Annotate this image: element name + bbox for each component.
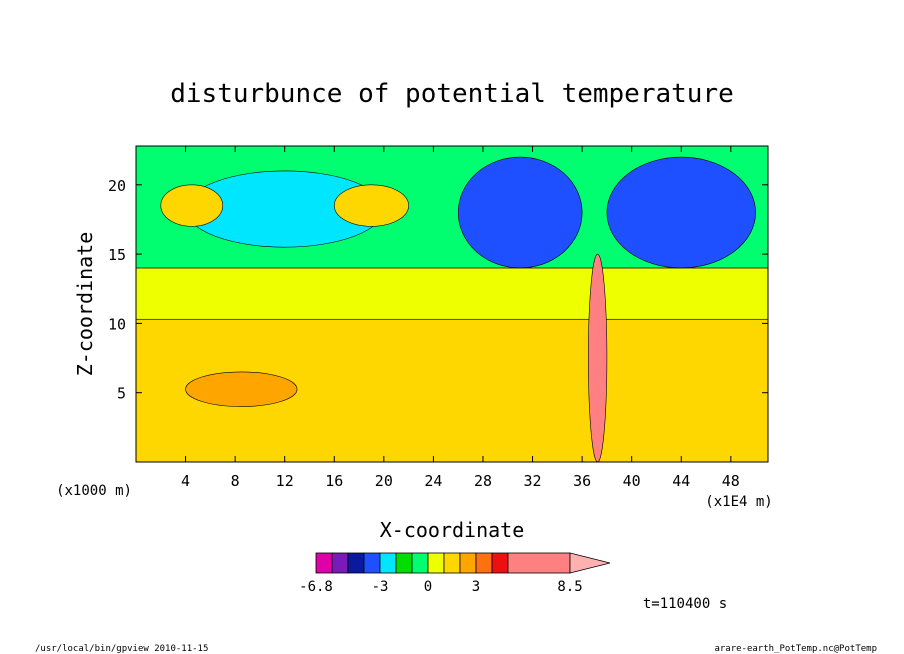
x-tick-label: 40 bbox=[623, 472, 641, 490]
y-axis-ticks: 5 10 15 20 bbox=[108, 177, 768, 403]
x-tick-label: 28 bbox=[474, 472, 492, 490]
y-tick-label: 20 bbox=[108, 177, 126, 195]
colorbar-swatch bbox=[315, 552, 333, 574]
y-tick-label: 5 bbox=[117, 385, 126, 403]
contour-field bbox=[135, 145, 769, 463]
colorbar-swatch bbox=[459, 552, 477, 574]
contour-region-3 bbox=[185, 371, 298, 407]
colorbar-swatch bbox=[491, 552, 509, 574]
x-tick-label: 4 bbox=[181, 472, 190, 490]
y-axis-label: Z-coordinate bbox=[73, 232, 97, 377]
x-tick-label: 12 bbox=[276, 472, 294, 490]
x-tick-label: 32 bbox=[524, 472, 542, 490]
colorbar-swatch bbox=[475, 552, 493, 574]
colorbar-swatch bbox=[347, 552, 365, 574]
colorbar-tick-label: 8.5 bbox=[557, 579, 582, 595]
colorbar-tick-label: 3 bbox=[472, 579, 480, 595]
y-tick-label: 10 bbox=[108, 315, 126, 333]
colorbar-swatch bbox=[443, 552, 461, 574]
footer-left: /usr/local/bin/gpview 2010-11-15 bbox=[35, 644, 208, 654]
y-tick-label: 15 bbox=[108, 246, 126, 264]
colorbar-swatch bbox=[363, 552, 381, 574]
colorbar-swatch bbox=[507, 552, 571, 574]
x-axis-ticks: 4 8 12 16 20 24 28 32 36 40 44 48 bbox=[181, 146, 740, 490]
colorbar-swatch bbox=[331, 552, 349, 574]
colorbar-extend-arrow bbox=[569, 552, 611, 574]
x-tick-label: 24 bbox=[424, 472, 442, 490]
time-label: t=110400 s bbox=[643, 596, 727, 612]
x-unit-label: (x1E4 m) bbox=[705, 494, 772, 510]
plot-frame bbox=[135, 145, 769, 463]
chart-title: disturbunce of potential temperature bbox=[170, 79, 734, 109]
contour-region-5 bbox=[160, 184, 224, 227]
x-tick-label: 36 bbox=[573, 472, 591, 490]
colorbar-tick-label: 0 bbox=[424, 579, 432, 595]
x-tick-label: 16 bbox=[325, 472, 343, 490]
contour-region-9 bbox=[588, 253, 608, 463]
contour-region-6 bbox=[333, 184, 409, 227]
x-axis-label: X-coordinate bbox=[380, 518, 525, 542]
colorbar-swatch bbox=[395, 552, 413, 574]
x-tick-label: 8 bbox=[231, 472, 240, 490]
colorbar-swatch bbox=[379, 552, 397, 574]
colorbar-tick-label: -3 bbox=[372, 579, 389, 595]
colorbar-swatch bbox=[427, 552, 445, 574]
contour-region-8 bbox=[606, 156, 756, 269]
contour-region-7 bbox=[457, 156, 583, 269]
colorbar: -6.8 -3 0 3 8.5 bbox=[299, 552, 611, 595]
colorbar-swatch bbox=[411, 552, 429, 574]
x-tick-label: 20 bbox=[375, 472, 393, 490]
y-unit-label: (x1000 m) bbox=[56, 483, 132, 499]
contour-region-1 bbox=[135, 267, 769, 320]
colorbar-tick-label: -6.8 bbox=[299, 579, 333, 595]
footer-right: arare-earth_PotTemp.nc@PotTemp bbox=[714, 644, 877, 654]
x-tick-label: 44 bbox=[672, 472, 690, 490]
x-tick-label: 48 bbox=[722, 472, 740, 490]
